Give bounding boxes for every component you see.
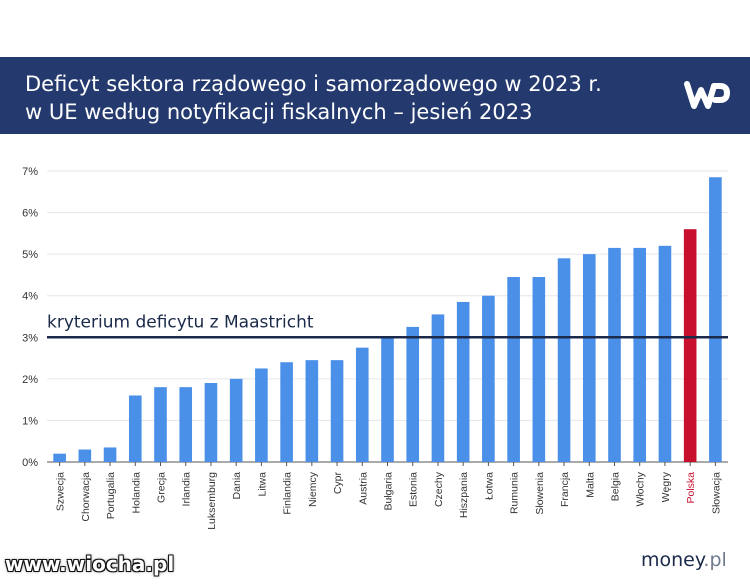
- bar: [53, 453, 66, 462]
- x-tick-label: Austria: [357, 472, 369, 505]
- bar-chart: 0% 1% 2% 3% 4% 5% 6% 7% Szwecja Chorwacja Portuga…: [22, 166, 728, 530]
- x-tick-label: Szwecja: [55, 472, 67, 511]
- bar: [381, 337, 394, 462]
- y-tick-label: 1%: [22, 415, 38, 427]
- y-tick-label: 3%: [22, 332, 38, 344]
- x-tick-label: Polska: [685, 472, 697, 504]
- bar: [280, 362, 293, 462]
- x-axis: Szwecja Chorwacja Portugalia Holandia Grecja…: [55, 462, 722, 530]
- brand-suffix: .pl: [703, 549, 727, 571]
- y-tick-label: 2%: [22, 374, 38, 386]
- bar: [608, 247, 621, 462]
- y-tick-label: 5%: [22, 249, 38, 261]
- wp-logo-icon: [684, 81, 730, 109]
- bar: [431, 314, 445, 462]
- x-tick-label: Łotwa: [483, 472, 495, 500]
- y-tick-label: 4%: [22, 291, 38, 303]
- bars: [53, 177, 722, 462]
- x-tick-label: Węgry: [660, 471, 672, 502]
- y-tick-label: 7%: [22, 166, 38, 178]
- bar: [179, 387, 193, 462]
- x-tick-label: Słowenia: [534, 472, 546, 515]
- chart-title-line-2: w UE według notyfikacji fiskalnych – jes…: [25, 100, 533, 124]
- x-tick-label: Malta: [584, 472, 596, 498]
- reference-line-group: kryterium deficytu z Maastricht: [47, 312, 728, 339]
- y-tick-label: 6%: [22, 208, 38, 220]
- bar: [154, 387, 167, 462]
- bar: [709, 177, 722, 462]
- bar: [229, 378, 243, 462]
- x-tick-label: Bułgaria: [383, 472, 395, 511]
- brand-main: money: [641, 549, 704, 571]
- x-tick-label: Słowacja: [710, 472, 722, 514]
- x-tick-label: Irlandia: [181, 472, 193, 507]
- x-tick-label: Cypr: [332, 471, 344, 494]
- x-tick-label: Litwa: [256, 472, 268, 497]
- x-tick-label: Chorwacja: [80, 472, 92, 522]
- bar: [305, 360, 319, 462]
- x-tick-label: Portugalia: [105, 472, 117, 519]
- x-tick-label: Finlandia: [282, 472, 294, 515]
- x-tick-label: Hiszpania: [458, 472, 470, 518]
- bar: [482, 295, 495, 462]
- money-pl-logo: money.pl: [641, 549, 727, 571]
- bar: [103, 447, 117, 462]
- bar: [658, 245, 672, 462]
- bar: [557, 258, 571, 462]
- x-tick-label: Włochy: [635, 471, 647, 506]
- bar: [128, 395, 142, 462]
- bar: [406, 326, 420, 462]
- chart-title-line-1: Deficyt sektora rządowego i samorządoweg…: [25, 72, 602, 96]
- x-tick-label: Dania: [231, 472, 243, 500]
- title-banner: [0, 57, 750, 134]
- bar: [204, 383, 218, 462]
- bar: [507, 277, 520, 462]
- watermark-text: www.wiocha.pl: [5, 552, 175, 576]
- bar: [255, 368, 268, 462]
- x-tick-label: Czechy: [433, 471, 445, 507]
- bar: [456, 301, 470, 462]
- bar: [633, 247, 647, 462]
- bar: [355, 347, 369, 462]
- x-tick-label: Luksemburg: [206, 472, 218, 530]
- y-tick-label: 0%: [22, 457, 38, 469]
- x-tick-label: Francja: [559, 472, 571, 507]
- bar: [330, 360, 344, 462]
- reference-line-label: kryterium deficytu z Maastricht: [47, 312, 314, 332]
- x-tick-label: Belgia: [610, 472, 622, 501]
- x-tick-label: Grecja: [156, 472, 168, 503]
- x-tick-label: Estonia: [408, 472, 420, 507]
- bar: [582, 254, 596, 462]
- x-tick-label: Niemcy: [307, 471, 319, 507]
- bar: [78, 449, 92, 462]
- x-tick-label: Holandia: [130, 472, 142, 514]
- bar: [683, 229, 697, 462]
- x-tick-label: Rumunia: [509, 472, 521, 514]
- bar: [532, 277, 546, 462]
